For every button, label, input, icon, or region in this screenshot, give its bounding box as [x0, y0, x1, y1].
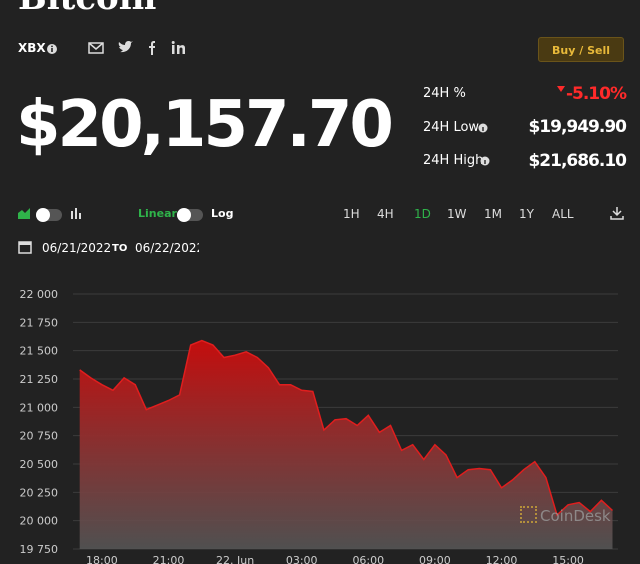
area-icon[interactable] [18, 207, 30, 219]
y-tick-label: 22 000 [20, 288, 59, 301]
download-icon[interactable] [610, 206, 624, 220]
x-tick-label: 09:00 [419, 554, 451, 564]
info-icon [478, 123, 488, 133]
y-tick-label: 20 500 [20, 458, 59, 471]
watermark-text: CoinDesk [540, 507, 611, 525]
x-tick-label: 18:00 [86, 554, 118, 564]
stat-value: $19,949.90 [528, 117, 627, 137]
y-tick-label: 21 000 [20, 401, 59, 414]
linear-label[interactable]: Linear [138, 207, 177, 220]
x-tick-label: 21:00 [153, 554, 185, 564]
y-tick-label: 20 250 [20, 486, 59, 499]
y-tick-label: 21 250 [20, 373, 59, 386]
current-price: $20,157.70 [16, 88, 394, 162]
calendar-icon[interactable] [18, 240, 32, 254]
log-label[interactable]: Log [211, 207, 234, 220]
range-button[interactable]: ALL [552, 207, 574, 221]
watermark: CoinDesk [520, 506, 611, 525]
date-from[interactable]: 06/21/2022 [42, 241, 112, 255]
y-tick-label: 20 750 [20, 430, 59, 443]
bar-icon[interactable] [70, 207, 82, 219]
date-to[interactable]: 06/22/2022 [135, 241, 199, 255]
down-arrow [557, 86, 565, 92]
date-to-label: TO [112, 243, 128, 254]
share-icons[interactable] [88, 40, 198, 56]
x-tick-label: 12:00 [486, 554, 518, 564]
stat-label: 24H High [423, 153, 484, 168]
price-line [79, 339, 614, 517]
x-tick-label: 15:00 [552, 554, 584, 564]
asset-title: Bitcoin [18, 0, 156, 18]
range-button[interactable]: 1Y [519, 207, 534, 221]
toggle-knob [36, 208, 50, 222]
info-icon [47, 44, 57, 54]
x-tick-label: 06:00 [352, 554, 384, 564]
stat-value: $21,686.10 [528, 151, 627, 171]
range-button[interactable]: 4H [377, 207, 394, 221]
stat-label: 24H % [423, 86, 466, 101]
symbol: XBX [18, 41, 46, 55]
stat-label: 24H Low [423, 120, 480, 135]
stat-value: -5.10% [565, 84, 627, 104]
range-button[interactable]: 1H [343, 207, 360, 221]
range-button[interactable]: 1M [484, 207, 502, 221]
info-icon [480, 156, 490, 166]
y-tick-label: 21 500 [20, 345, 59, 358]
toggle-knob [177, 208, 191, 222]
x-tick-label: 03:00 [286, 554, 318, 564]
buy-sell-button[interactable]: Buy / Sell [538, 37, 624, 62]
range-button[interactable]: 1D [414, 207, 431, 221]
price-chart: 19 750 20 000 20 250 20 500 20 750 21 000 21 2… [20, 288, 618, 564]
y-tick-label: 21 750 [20, 316, 59, 329]
y-tick-label: 20 000 [20, 515, 59, 528]
x-tick-label: 22. Jun [216, 554, 254, 564]
area-fill [79, 340, 613, 549]
y-tick-label: 19 750 [20, 543, 59, 556]
range-button[interactable]: 1W [447, 207, 467, 221]
